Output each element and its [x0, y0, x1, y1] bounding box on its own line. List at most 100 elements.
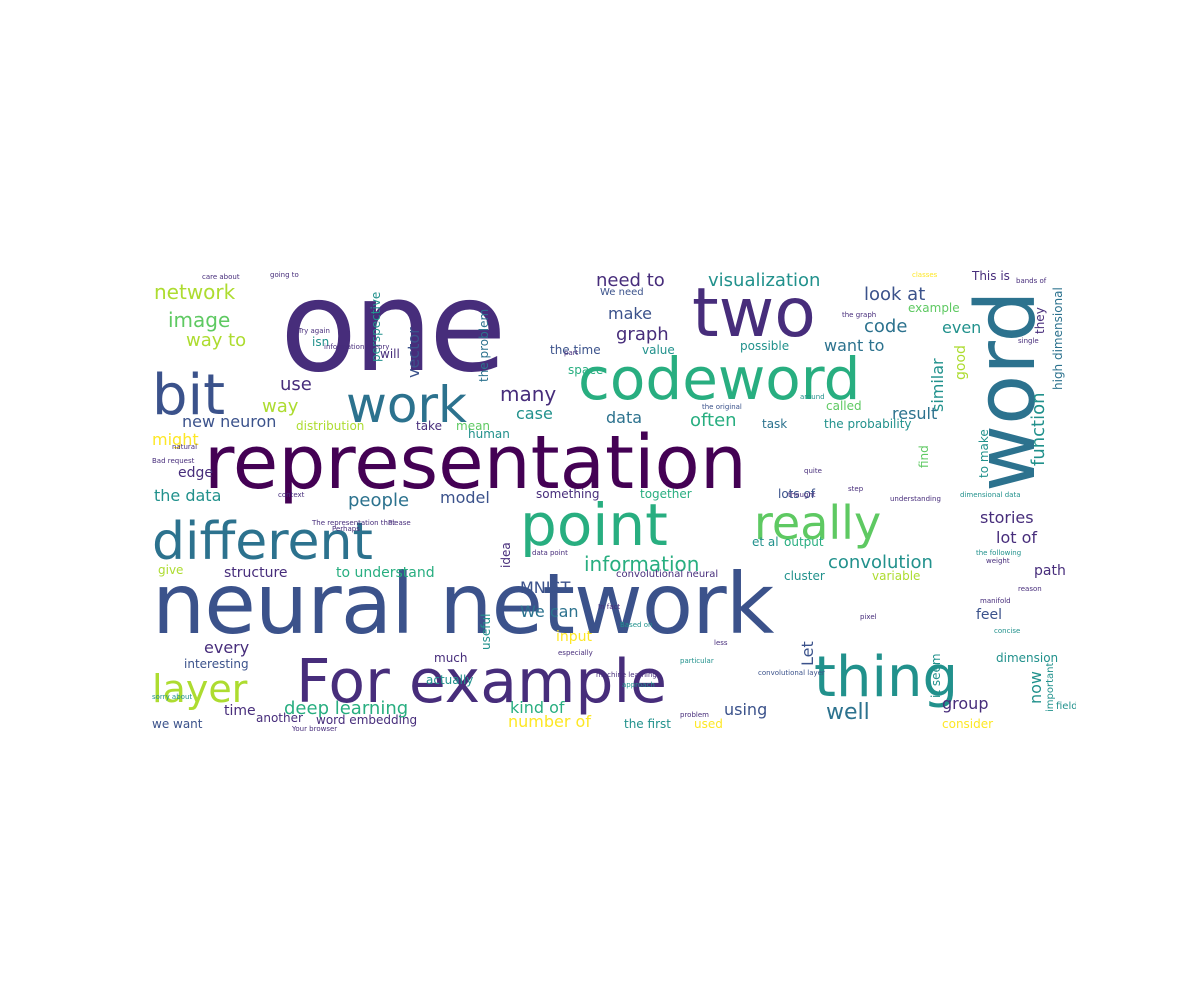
cloud-word: single: [1018, 337, 1039, 345]
cloud-word: For example: [296, 647, 668, 717]
cloud-word: the first: [624, 717, 671, 731]
cloud-word: word embedding: [316, 713, 418, 727]
cloud-word: dimensional data: [960, 491, 1021, 499]
cloud-word: much: [434, 651, 468, 665]
cloud-word: case: [516, 404, 553, 423]
cloud-word: the time: [550, 343, 601, 357]
cloud-word: space: [568, 363, 604, 377]
cloud-word: often: [690, 410, 737, 431]
cloud-word: thing: [814, 645, 959, 710]
cloud-word: task: [762, 417, 788, 431]
cloud-word: every: [204, 638, 250, 657]
cloud-word: the data: [154, 486, 222, 505]
cloud-word: human: [468, 427, 510, 441]
cloud-word: many: [500, 382, 557, 406]
cloud-word: point: [520, 491, 668, 559]
cloud-word: something: [536, 487, 600, 501]
cloud-word: number of: [508, 712, 591, 731]
cloud-word: concise: [994, 627, 1021, 635]
cloud-word: group: [942, 694, 989, 713]
cloud-word: dimension: [996, 651, 1059, 665]
cloud-word: two: [692, 274, 816, 353]
cloud-word: We need: [600, 287, 644, 298]
cloud-word: Bad request: [152, 457, 195, 465]
cloud-word: function: [1028, 392, 1049, 466]
cloud-word: the following: [976, 549, 1022, 557]
cloud-word: actually: [426, 673, 474, 687]
cloud-word: approach: [622, 681, 655, 689]
cloud-word: look at: [864, 284, 926, 305]
cloud-word: consider: [942, 717, 994, 731]
cloud-word: one: [280, 268, 506, 400]
cloud-word: convolution: [828, 552, 933, 573]
cloud-word: make: [608, 304, 652, 323]
cloud-word: they: [1033, 307, 1047, 334]
cloud-word: the problem: [477, 308, 491, 382]
cloud-word: take: [416, 419, 442, 433]
cloud-word: particular: [680, 657, 714, 665]
cloud-word: neural network: [152, 555, 774, 653]
cloud-word: care about: [202, 273, 240, 281]
cloud-word: We can: [520, 602, 579, 621]
cloud-word: Try again: [298, 327, 330, 335]
cloud-word: interesting: [184, 657, 249, 671]
cloud-word: network: [154, 280, 236, 304]
cloud-word: new neuron: [182, 412, 277, 431]
cloud-word: MNIST: [520, 578, 571, 597]
cloud-word: bit: [152, 363, 226, 428]
cloud-word: result: [892, 404, 938, 423]
cloud-word: natural: [172, 443, 198, 451]
cloud-word: use: [280, 374, 312, 395]
cloud-word: output: [784, 535, 824, 549]
cloud-word: possible: [740, 339, 790, 353]
cloud-word: different: [152, 512, 373, 572]
cloud-word: idea: [499, 542, 513, 568]
cloud-word: layer: [152, 667, 248, 711]
cloud-word: distribution: [296, 419, 365, 433]
cloud-word: the probability: [824, 417, 912, 431]
cloud-word: machine learning: [596, 671, 657, 679]
cloud-word: work: [346, 376, 467, 434]
cloud-word: high dimensional: [1051, 287, 1065, 390]
cloud-word: people: [348, 490, 410, 511]
cloud-word: even: [942, 318, 982, 337]
cloud-word: convolutional layer: [758, 669, 825, 677]
cloud-word: useful: [479, 613, 493, 650]
cloud-word: way: [262, 396, 299, 417]
cloud-word: mean: [456, 419, 491, 433]
cloud-word: less: [714, 639, 728, 647]
cloud-word: called: [826, 399, 862, 413]
cloud-word: to understand: [336, 565, 435, 581]
cloud-word: model: [440, 488, 490, 507]
cloud-word: used: [694, 717, 723, 731]
cloud-word: find: [917, 445, 931, 468]
cloud-word: especially: [558, 649, 593, 657]
cloud-word: example: [908, 301, 960, 315]
cloud-word: image: [168, 308, 231, 332]
cloud-word: sorry about: [152, 693, 193, 701]
cloud-word: time: [224, 703, 256, 719]
cloud-word: weight: [986, 557, 1010, 565]
word-cloud: one two word codeword bit work represent…: [148, 268, 1076, 736]
cloud-word: lots of: [778, 487, 816, 501]
cloud-word: need to: [596, 270, 665, 291]
cloud-word: data point: [532, 549, 568, 557]
cloud-word: Based on: [620, 621, 653, 629]
cloud-word: really: [754, 496, 882, 550]
cloud-word: In fact: [598, 603, 621, 611]
cloud-word: bands of: [1016, 277, 1047, 285]
cloud-word: the graph: [842, 311, 877, 319]
cloud-word: feel: [976, 607, 1003, 623]
cloud-word: representation: [204, 420, 747, 506]
cloud-word: will: [380, 347, 400, 361]
cloud-word: edge: [178, 465, 213, 481]
cloud-word: quite: [804, 467, 822, 475]
cloud-word: now: [1026, 670, 1045, 704]
cloud-word: we want: [152, 717, 203, 731]
cloud-word: good: [953, 345, 969, 380]
cloud-word: value: [642, 343, 675, 357]
cloud-word: graph: [616, 324, 669, 345]
cloud-word: path: [1034, 563, 1066, 579]
cloud-word: thought: [788, 491, 816, 499]
cloud-word: stories: [980, 508, 1034, 527]
